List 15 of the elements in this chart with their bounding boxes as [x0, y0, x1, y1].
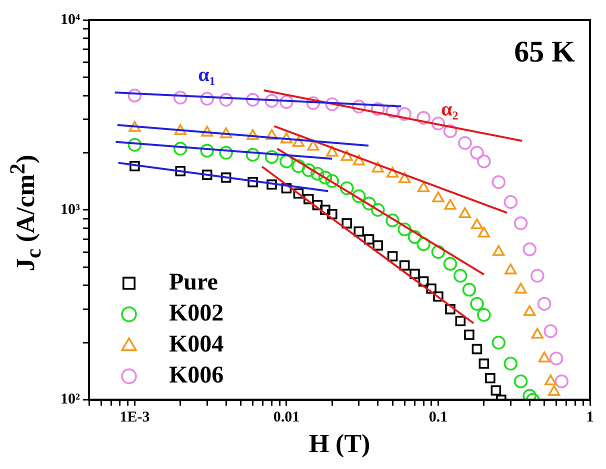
- y-tick-label: 10⁴: [60, 12, 80, 28]
- x-tick-label: 0.01: [273, 410, 300, 426]
- x-tick-label: 0.1: [428, 410, 448, 426]
- y-tick-label: 10²: [60, 392, 80, 408]
- x-tick-label: 1: [586, 410, 594, 426]
- y-tick-label: 10³: [60, 202, 80, 218]
- x-axis-title: H (T): [308, 429, 370, 458]
- legend-label: Pure: [169, 270, 218, 296]
- x-tick-label: 1E-3: [120, 410, 150, 426]
- legend-label: K002: [169, 300, 224, 327]
- legend-label: K006: [169, 362, 224, 389]
- annotation: α₂: [441, 98, 458, 121]
- legend-label: K004: [169, 332, 224, 358]
- annotation: 65 K: [514, 36, 576, 69]
- annotation: α₁: [198, 64, 216, 86]
